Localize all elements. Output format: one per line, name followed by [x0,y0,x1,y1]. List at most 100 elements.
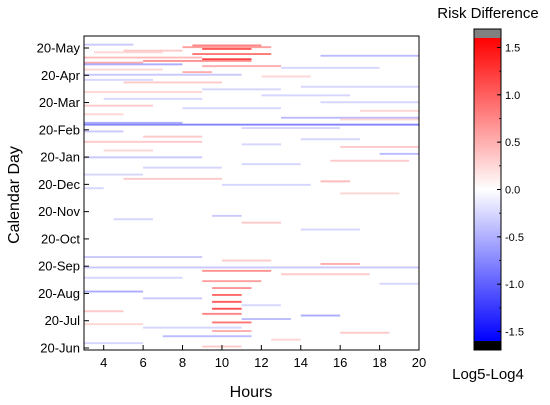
heatmap-cell [320,54,419,57]
heatmap-cell [84,78,153,81]
heatmap-cell [241,304,281,307]
colorbar-tick-label: -0.5 [505,232,524,244]
heatmap-cell [359,109,419,112]
colorbar-tick-label: 0.0 [505,185,520,197]
heatmap-cell [202,280,262,283]
x-tick-label: 6 [140,355,147,370]
y-tick-label: 20-Jun [40,341,80,356]
heatmap-cell [340,331,390,334]
colorbar-tick-label: -1.0 [505,279,524,291]
heatmap-cell [320,180,351,183]
heatmap-cell [143,60,252,62]
y-tick-label: 20-Mar [39,95,81,110]
heatmap-cell [84,310,124,313]
heatmap-cell [182,71,213,74]
heatmap-cell [93,51,163,54]
colorbar-tick-label: 0.5 [505,137,520,149]
heatmap-cell [202,269,272,272]
y-tick-label: 20-Feb [39,122,80,137]
heatmap-cell [202,48,252,50]
y-tick-label: 20-Oct [41,231,80,246]
y-axis-label: Calendar Day [6,146,23,244]
colorbar-gradient [474,38,501,341]
heatmap-cell [84,130,124,133]
heatmap-cell [103,97,203,100]
heatmap-cell [103,149,153,152]
heatmap-cell [143,297,203,300]
heatmap-cell [84,290,144,293]
colorbar-over-color [474,29,501,38]
heatmap-cell [123,49,183,52]
heatmap-cell [281,116,419,119]
heatmap-cell [143,135,203,138]
heatmap-cell [84,43,134,46]
y-tick-label: 20-Dec [38,177,80,192]
x-tick-label: 20 [412,355,426,370]
heatmap-cell [84,187,104,190]
heatmap-cell [84,173,144,176]
heatmap-cell [202,88,281,91]
colorbar-title: Risk Difference [437,5,538,22]
x-tick-label: 12 [254,355,268,370]
heatmap-cell [241,127,341,129]
heatmap-cell [123,81,222,84]
heatmap-cell [212,300,242,303]
heatmap-cell [192,44,262,47]
heatmap-cell [212,294,242,296]
x-tick-label: 10 [215,355,229,370]
heatmap-cell [143,326,242,329]
colorbar-tick-label: 1.0 [505,90,520,102]
heatmap-cell [261,75,311,78]
heatmap-cell [300,314,341,317]
heatmap-cell [84,323,144,326]
heatmap-cell [84,63,183,66]
heatmap-cell [241,163,301,166]
heatmap-cell [84,56,203,59]
colorbar-tick-label: -1.5 [505,327,524,339]
y-tick-label: 20-Aug [38,286,80,301]
heatmap-cell [113,218,153,221]
heatmap-cell [320,263,360,265]
heatmap-cell [340,192,400,195]
heatmap-cell [84,256,203,258]
heatmap-cell [212,321,252,324]
heatmap-cell [84,266,419,269]
y-tick-label: 20-Nov [38,204,80,219]
y-axis: 20-Jun 20-Jul 20-Aug 20-Sep 20-Oct 20-Nov 20-D… [37,41,89,356]
heatmap-cell [261,94,351,97]
x-axis-label: Hours [230,384,273,401]
heatmap-cell [221,259,272,262]
y-tick-label: 20-Apr [41,68,81,83]
heatmap-cell [241,143,281,146]
colorbar-ticks: 1.5 1.0 0.5 0.0 -0.5 -1.0 -1.5 [497,42,524,339]
heatmap-cell [84,113,124,116]
heatmap-cell [320,101,419,104]
x-axis: 4 6 8 10 12 14 16 18 20 [100,345,426,370]
heatmap-cell [182,46,272,49]
heatmap-cell [192,53,272,55]
heatmap-cell [143,166,222,169]
heatmap-cell [202,65,281,68]
heatmap-cell [340,146,419,148]
heatmap-cell [84,68,163,71]
heatmap-cell [84,276,183,279]
heatmap-cell [182,107,281,110]
heatmap-cell [300,138,360,141]
x-tick-label: 4 [100,355,107,370]
heatmap-cell [300,85,419,88]
heatmap-cells [84,43,419,348]
plot-frame [83,35,420,351]
heatmap-cell [221,183,311,186]
heatmap-cell [379,152,419,155]
heatmap-cell [123,177,222,180]
y-tick-label: 20-Jul [45,313,81,328]
heatmap-cell [84,61,144,64]
x-tick-label: 8 [179,355,186,370]
y-tick-label: 20-Jan [40,150,80,165]
heatmap-cell [271,338,301,341]
x-tick-label: 16 [333,355,347,370]
heatmap-cell [84,156,203,159]
heatmap-cell [300,228,360,231]
heatmap-cell [379,282,419,285]
